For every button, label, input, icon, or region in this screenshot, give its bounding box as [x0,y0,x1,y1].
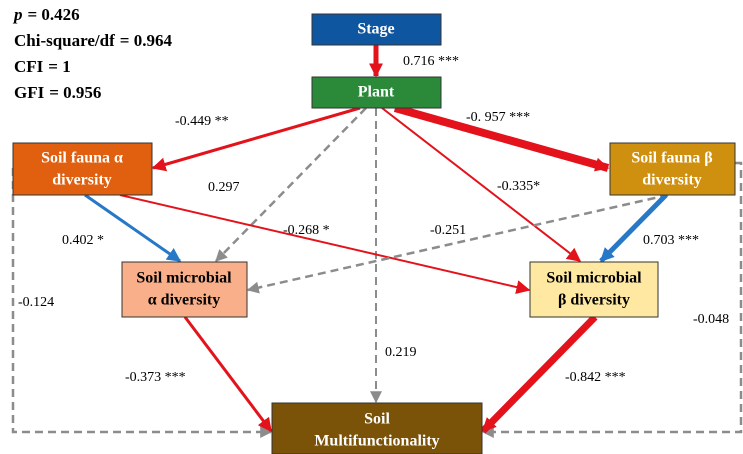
path-label: 0.219 [385,345,417,360]
fit-key: Chi-square/df [14,31,115,50]
node-label: Soil fauna β [631,150,712,167]
node-label: Soil [364,411,390,428]
fit-value: = 0.964 [120,31,173,50]
path-label: 0.716 *** [403,54,459,69]
arrow [84,193,182,263]
node-box [12,142,153,196]
fit-value: = 0.426 [28,5,80,24]
path-label: 0.402 * [62,233,104,248]
fit-key: CFI [14,57,44,76]
arrow [393,104,610,172]
node-label: α diversity [148,292,220,309]
path-label: -0.124 [18,295,54,310]
nodes: Stage Plant Soil fauna α diversity Soil … [12,13,736,454]
path-label: -0.335* [497,179,540,194]
fit-line: p = 0.426 [12,5,80,24]
path-label: -0.449 ** [175,114,229,129]
node-box [311,76,442,109]
fit-line: GFI = 0.956 [14,83,101,102]
path-label: -0.373 *** [125,370,186,385]
node-label: Soil microbial [136,270,232,287]
arrow [480,314,598,434]
path-label: 0.703 *** [643,233,699,248]
node-label: diversity [52,172,112,189]
arrow [381,107,582,262]
node-box [311,13,442,46]
arrow [246,193,669,294]
node-box [121,261,248,318]
node-label: Multifunctionality [314,433,439,450]
node-label: Soil microbial [546,270,642,287]
fit-line: CFI = 1 [14,57,71,76]
path-label: -0.268 * [283,223,330,238]
node-label: Soil fauna α [41,150,123,167]
arrow [215,107,367,262]
fit-value: = 1 [48,57,70,76]
path-label: -0.048 [693,312,729,327]
arrow [151,106,361,172]
fit-line: Chi-square/df = 0.964 [14,31,172,50]
arrow [481,161,743,438]
fit-key: GFI [14,83,45,102]
node-box [271,402,483,454]
node-label: Stage [357,21,394,38]
path-label: -0. 957 *** [466,110,530,125]
fit-value: = 0.956 [49,83,101,102]
path-label: -0.842 *** [565,370,626,385]
fit-key: p [12,5,23,24]
arrow [119,194,531,294]
path-label: -0.251 [430,223,466,238]
path-label: 0.297 [208,180,240,195]
path-labels: 0.716 *** -0.449 ** -0. 957 *** 0.297 0.… [18,54,729,385]
node-box [609,142,736,196]
node-label: diversity [642,172,702,189]
arrow [599,193,668,263]
node-label: β diversity [558,292,630,309]
node-label: Plant [358,84,395,101]
arrows [11,45,743,438]
node-box [529,261,659,318]
fit-stats: p = 0.426 Chi-square/df = 0.964 CFI = 1 GFI… [12,5,172,102]
arrow [183,316,273,433]
arrow [11,168,273,438]
